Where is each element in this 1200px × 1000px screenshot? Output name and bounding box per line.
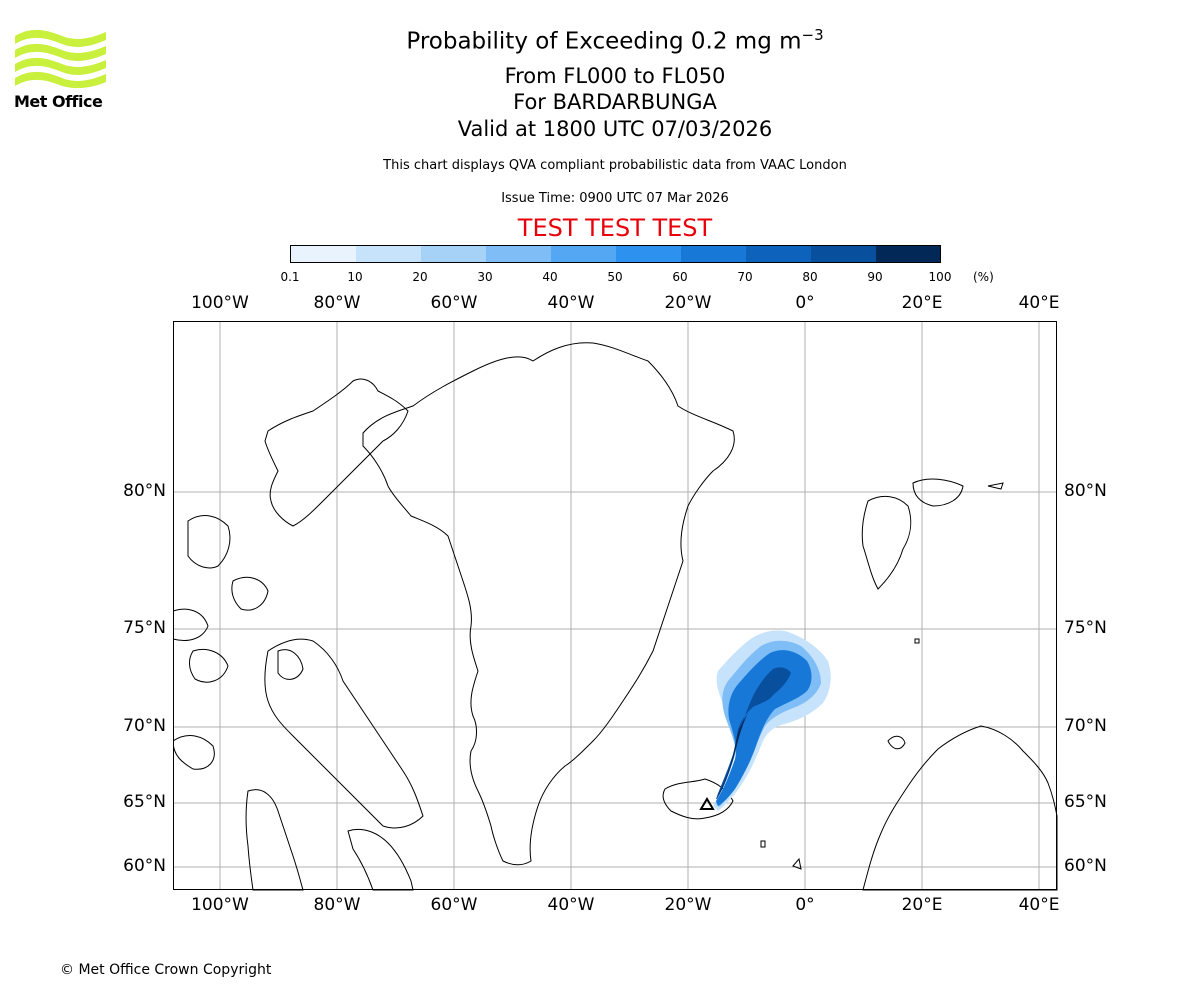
issue-time: Issue Time: 0900 UTC 07 Mar 2026 — [501, 191, 729, 206]
latitude-label-right: 70°N — [1064, 716, 1107, 736]
colorbar-tick-label: 30 — [477, 270, 493, 284]
latitude-label-right: 65°N — [1064, 792, 1107, 812]
colorbar-segment — [876, 246, 941, 263]
colorbar-segment — [291, 246, 356, 263]
longitude-label-top: 60°W — [430, 293, 478, 313]
longitude-label-top: 100°W — [191, 293, 249, 313]
longitude-label-top: 20°E — [901, 293, 943, 313]
norway-islands — [887, 735, 906, 750]
chart-title-main: Probability of Exceeding 0.2 mg m — [406, 28, 802, 55]
svalbard-coastline — [861, 495, 912, 590]
colorbar-tick-label: 100 — [928, 270, 952, 284]
map-gridlines — [173, 321, 1057, 890]
quebec-coastline — [347, 828, 414, 891]
colorbar-segment — [616, 246, 681, 263]
colorbar-segment — [551, 246, 616, 263]
labrador-coastline — [245, 789, 304, 891]
iceland-coastline — [662, 778, 734, 820]
colorbar-tick-label: 10 — [347, 270, 363, 284]
svalbard-island-2 — [912, 478, 964, 507]
longitude-label-top: 40°E — [1018, 293, 1060, 313]
longitude-label-bottom: 20°E — [901, 895, 943, 915]
arctic-island-3 — [173, 608, 209, 641]
colorbar-tick-label: 20 — [412, 270, 428, 284]
colorbar-unit: (%) — [973, 270, 994, 284]
faroe-islands — [760, 840, 766, 848]
longitude-label-top: 0° — [795, 293, 815, 313]
colorbar-tick-label: 40 — [542, 270, 558, 284]
chart-title-volcano: For BARDARBUNGA — [513, 90, 717, 114]
svalbard-island-3 — [987, 482, 1004, 490]
longitude-label-bottom: 60°W — [430, 895, 478, 915]
ash-plume — [713, 630, 831, 811]
arctic-island-5 — [277, 649, 304, 680]
colorbar-tick-label: 70 — [737, 270, 753, 284]
latitude-label-left: 70°N — [123, 716, 166, 736]
chart-title-valid-time: Valid at 1800 UTC 07/03/2026 — [457, 117, 773, 141]
map-panel — [173, 321, 1058, 891]
colorbar-tick-label: 80 — [802, 270, 818, 284]
coastlines — [173, 342, 1058, 891]
arctic-island-2 — [231, 576, 269, 611]
arctic-island-4 — [189, 648, 229, 683]
plume-level-60 — [716, 650, 812, 806]
test-banner: TEST TEST TEST — [517, 214, 713, 242]
longitude-label-top: 20°W — [664, 293, 712, 313]
latitude-label-right: 75°N — [1064, 618, 1107, 638]
plume-level-80 — [716, 667, 791, 799]
colorbar-segment — [746, 246, 811, 263]
copyright-notice: © Met Office Crown Copyright — [60, 962, 272, 978]
longitude-label-bottom: 20°W — [664, 895, 712, 915]
chart-title: Probability of Exceeding 0.2 mg m−3 — [0, 26, 1200, 55]
chart-title-flight-levels: From FL000 to FL050 — [504, 64, 726, 88]
latitude-label-left: 60°N — [123, 856, 166, 876]
volcano-marker-icon — [699, 797, 715, 810]
arctic-island-6 — [173, 735, 215, 770]
latitude-label-right: 60°N — [1064, 856, 1107, 876]
latitude-label-right: 80°N — [1064, 481, 1107, 501]
colorbar-tick-label: 90 — [867, 270, 883, 284]
colorbar-segment — [421, 246, 486, 263]
colorbar-segment — [681, 246, 746, 263]
met-office-logo-icon — [15, 29, 106, 89]
longitude-label-top: 40°W — [547, 293, 595, 313]
longitude-label-bottom: 80°W — [313, 895, 361, 915]
logo-text: Met Office — [14, 92, 103, 111]
jan-mayen-island — [914, 638, 920, 644]
longitude-label-bottom: 100°W — [191, 895, 249, 915]
colorbar-tick-label: 50 — [607, 270, 623, 284]
arctic-island-1 — [187, 515, 231, 569]
longitude-label-top: 80°W — [313, 293, 361, 313]
ellesmere-coastline — [264, 378, 409, 527]
chart-subtitle: This chart displays QVA compliant probab… — [383, 158, 847, 173]
longitude-label-bottom: 40°E — [1018, 895, 1060, 915]
latitude-label-left: 65°N — [123, 792, 166, 812]
shetland-islands — [792, 857, 802, 870]
longitude-label-bottom: 40°W — [547, 895, 595, 915]
map-frame — [173, 321, 1057, 890]
greenland-coastline — [362, 342, 735, 866]
colorbar-segment — [811, 246, 876, 263]
colorbar-segment — [486, 246, 551, 263]
colorbar-tick-label: 60 — [672, 270, 688, 284]
colorbar-segment — [356, 246, 421, 263]
latitude-label-left: 80°N — [123, 481, 166, 501]
latitude-label-left: 75°N — [123, 618, 166, 638]
scandinavia-coastline — [862, 725, 1058, 891]
longitude-label-bottom: 0° — [795, 895, 815, 915]
colorbar — [290, 245, 941, 263]
baffin-coastline — [264, 638, 424, 829]
chart-title-superscript: −3 — [801, 26, 824, 44]
colorbar-tick-label: 0.1 — [280, 270, 300, 284]
